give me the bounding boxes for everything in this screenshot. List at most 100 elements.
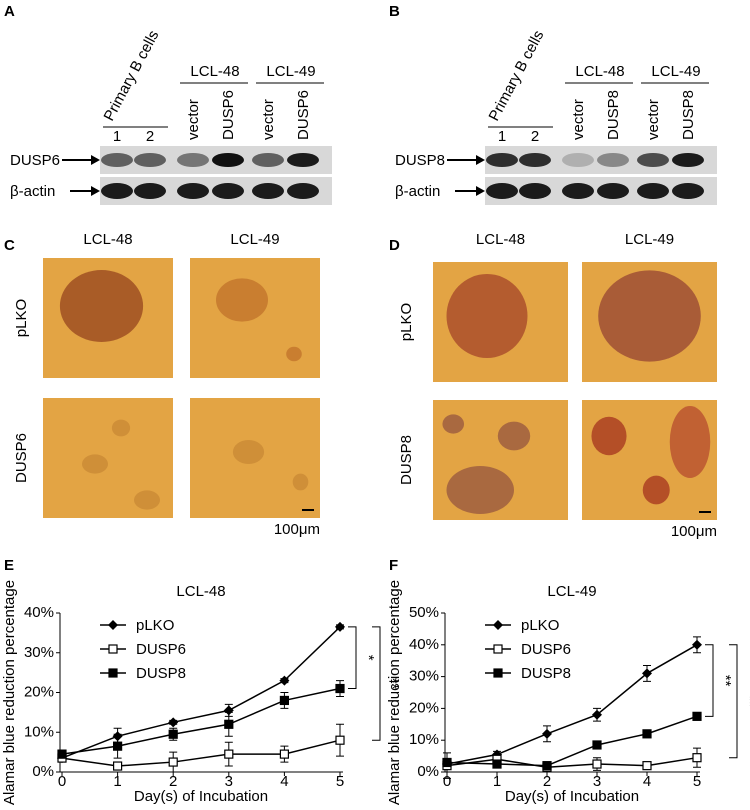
x-tick-label: 2 [543,773,551,790]
condition-label: vector [645,99,662,140]
band [486,183,518,199]
data-point [492,759,502,769]
data-point [168,717,179,728]
y-tick-label: 30% [24,644,54,661]
panel-letter: E [4,557,14,574]
x-tick-label: 5 [693,773,701,790]
data-point [224,749,234,759]
band [177,153,209,167]
data-point [642,729,652,739]
significance-bracket [372,626,381,741]
column-label: LCL-49 [230,231,279,248]
row-label: DUSP8 [398,435,415,485]
colony [446,466,514,514]
row-label: DUSP6 [13,433,30,483]
panel-letter: A [4,3,15,20]
colony [591,416,627,456]
data-point [692,639,702,650]
colony [82,454,108,474]
group-label: Primary B cells [486,28,548,124]
x-tick-label: 0 [443,773,451,790]
x-tick-label: 4 [643,773,651,790]
colony [286,346,302,362]
x-axis-label: Day(s) of Incubation [134,788,268,805]
data-point [542,728,552,739]
condition-label: vector [260,99,277,140]
colony [111,419,131,437]
band [672,183,704,199]
y-tick-label: 10% [409,731,439,748]
data-point [335,621,345,632]
scale-label: 100μm [671,523,717,540]
arrow-head [476,186,485,196]
band [212,183,244,199]
data-point [542,761,552,771]
y-axis-label: Alamar blue reduction percentage [1,580,18,805]
arrow-head [91,155,100,165]
arrow-head [476,155,485,165]
row-label: β-actin [10,183,55,200]
band [287,153,319,167]
x-tick-label: 1 [493,773,501,790]
band [562,153,594,167]
x-axis-label: Day(s) of Incubation [505,788,639,805]
significance-label: ** [384,678,401,690]
lane-label: 2 [146,128,154,145]
x-tick-label: 0 [58,773,66,790]
band [101,153,133,167]
lane-label: 2 [531,128,539,145]
band [597,153,629,167]
data-point [224,719,234,729]
y-tick-label: 20% [24,684,54,701]
significance-bracket [348,626,357,690]
data-point [692,711,702,721]
y-tick-label: 0% [417,763,439,780]
data-point [223,705,234,716]
band [134,153,166,167]
panel-letter: C [4,237,15,254]
band [519,183,551,199]
row-label: pLKO [13,299,30,337]
colony [642,475,670,505]
legend-label: pLKO [136,617,174,634]
data-point [112,761,123,771]
significance-label: ** [717,675,734,687]
significance-bracket [729,644,738,759]
legend-marker [493,644,503,654]
colony [442,414,465,434]
series-line [446,756,698,768]
y-tick-label: 30% [409,668,439,685]
x-tick-label: 3 [593,773,601,790]
significance-label: * [360,655,377,661]
data-point [168,729,178,739]
colony [292,473,309,491]
y-tick-label: 20% [409,699,439,716]
data-point [642,668,652,679]
data-point [279,695,289,706]
cell-line-label: LCL-49 [266,63,315,80]
colony [59,270,144,342]
x-tick-label: 2 [169,773,177,790]
data-point [279,749,289,759]
arrow-head [91,186,100,196]
legend-label: DUSP8 [521,665,571,682]
condition-label: DUSP8 [605,90,622,140]
data-point [592,740,602,750]
band [252,183,284,199]
legend-marker [493,620,503,630]
colony [134,490,160,510]
data-point [335,683,345,694]
condition-label: vector [570,99,587,140]
series-line [61,687,341,755]
y-tick-label: 50% [409,604,439,621]
band [287,183,319,199]
y-axis-label: Alamar blue reduction percentage [386,580,403,805]
legend-marker [108,620,118,630]
band [177,183,209,199]
band [252,153,284,167]
row-label: β-actin [395,183,440,200]
data-point [279,675,290,686]
cell-line-label: LCL-48 [190,63,239,80]
panel-letter: D [389,237,400,254]
